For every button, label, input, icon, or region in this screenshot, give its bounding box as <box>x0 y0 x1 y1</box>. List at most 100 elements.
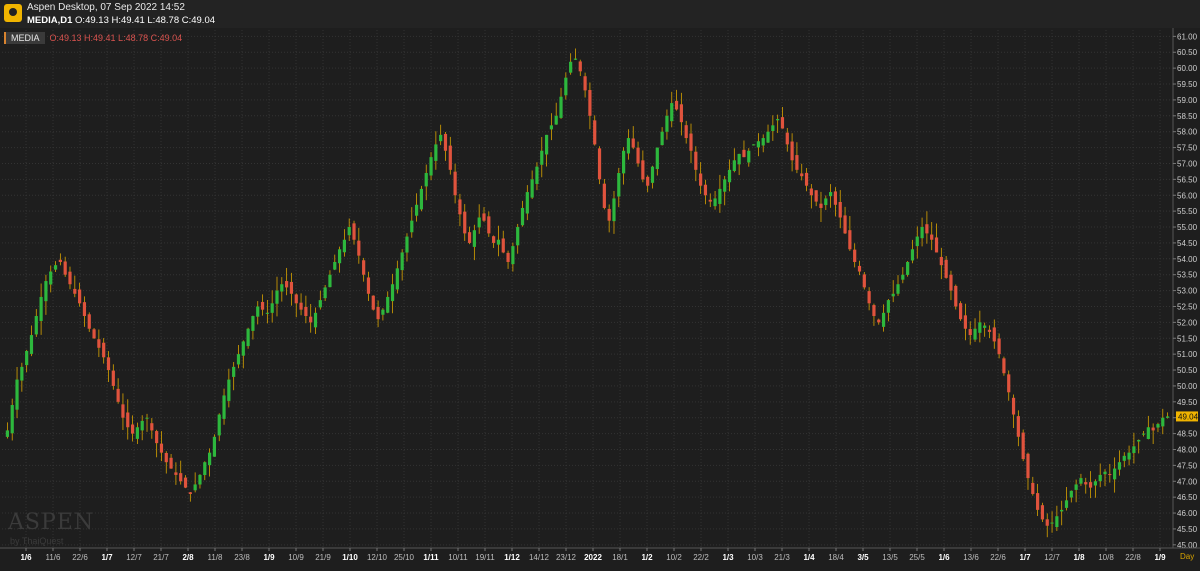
candle-body <box>429 157 433 176</box>
candle-body <box>68 271 72 285</box>
timeframe-label[interactable]: Day <box>1180 552 1194 561</box>
candle-body <box>674 100 679 110</box>
price-tick-label: 50.50 <box>1177 366 1198 375</box>
candle-body <box>97 339 101 348</box>
candle-body <box>660 131 664 146</box>
candle-body <box>703 184 708 196</box>
candle-body <box>968 329 972 336</box>
candle-body <box>983 325 987 328</box>
candle-body <box>366 277 371 294</box>
candle-body <box>463 211 467 234</box>
time-axis[interactable]: 1/6 11/6 22/6 1/7 12/7 21/7 2/8 11/8 23/8 1/9 10/9… <box>0 547 1200 562</box>
price-tick-label: 53.50 <box>1177 271 1198 280</box>
candle-body <box>949 274 953 291</box>
candle-body <box>987 329 992 332</box>
time-tick-label: 1/9 <box>263 553 275 562</box>
time-tick-label: 10/8 <box>1098 553 1114 562</box>
candle-body <box>236 354 241 365</box>
candle-body <box>188 492 192 494</box>
symbol-label: MEDIA,D1 <box>27 15 73 26</box>
candle-body <box>410 220 414 233</box>
candle-body <box>549 125 553 130</box>
candle-body <box>776 118 780 121</box>
candle-body <box>958 303 963 320</box>
candle-body <box>415 204 419 216</box>
candle-body <box>106 357 111 371</box>
price-tick-label: 56.50 <box>1177 175 1198 184</box>
candle-body <box>164 453 168 463</box>
candle-body <box>780 117 785 129</box>
legend-symbol[interactable]: MEDIA <box>4 32 45 44</box>
candle-body <box>313 312 318 328</box>
window-title: Aspen Desktop, 07 Sep 2022 14:52 <box>27 2 185 13</box>
candle-body <box>227 379 231 401</box>
candle-body <box>49 271 53 285</box>
candle-body <box>496 239 501 245</box>
candle-body <box>472 230 476 247</box>
candle-body <box>506 252 510 262</box>
candle-body <box>246 328 250 347</box>
candle-body <box>626 138 631 154</box>
candle-body <box>217 414 221 436</box>
candle-body <box>39 296 43 322</box>
candles <box>5 48 1170 538</box>
candle-body <box>20 366 24 381</box>
candle-body <box>1156 424 1160 428</box>
candle-body <box>520 207 525 226</box>
candle-body <box>15 379 19 410</box>
candlestick-chart[interactable]: 61.00 60.50 60.00 59.50 59.00 58.50 58.00 57.50… <box>0 28 1200 566</box>
candle-body <box>309 316 313 323</box>
symbol-ohlc-line: MEDIA,D1 O:49.13 H:49.41 L:48.78 C:49.04 <box>27 15 215 26</box>
candle-body <box>1007 374 1011 393</box>
candle-body <box>304 306 308 317</box>
time-tick-label: 10/11 <box>448 553 468 562</box>
candle-body <box>270 303 274 313</box>
candle-body <box>1055 516 1059 528</box>
legend-ohlc: O:49.13 H:49.41 L:48.78 C:49.04 <box>49 33 183 43</box>
candle-body <box>289 281 294 294</box>
candle-body <box>193 484 197 491</box>
candle-body <box>5 430 10 437</box>
candle-body <box>390 284 395 302</box>
candle-body <box>116 388 120 402</box>
candle-body <box>1103 471 1107 475</box>
candle-body <box>1079 478 1083 484</box>
time-tick-label: 18/4 <box>828 553 844 562</box>
aspen-logo-icon <box>4 4 22 22</box>
candle-body <box>622 150 626 174</box>
price-axis[interactable]: 61.00 60.50 60.00 59.50 59.00 58.50 58.00 57.50… <box>1172 28 1198 550</box>
candle-body <box>617 173 621 197</box>
candle-body <box>1088 482 1093 488</box>
time-tick-label: 23/8 <box>234 553 250 562</box>
time-tick-label: 10/2 <box>666 553 682 562</box>
time-tick-label: 25/5 <box>909 553 925 562</box>
candle-body <box>323 287 327 299</box>
candle-body <box>337 249 342 264</box>
candle-body <box>275 290 279 304</box>
candle-body <box>419 188 424 210</box>
candle-body <box>636 147 640 164</box>
candle-body <box>906 261 910 275</box>
candle-body <box>1026 453 1030 479</box>
candle-body <box>376 306 380 320</box>
candle-body <box>25 350 29 366</box>
candle-body <box>448 145 452 170</box>
time-tick-label: 11/8 <box>208 553 224 562</box>
candle-body <box>87 314 91 329</box>
chart-area[interactable]: 61.00 60.50 60.00 59.50 59.00 58.50 58.00 57.50… <box>0 28 1200 566</box>
price-tick-label: 57.00 <box>1177 159 1198 168</box>
candle-body <box>751 144 756 146</box>
price-tick-label: 53.00 <box>1177 287 1198 296</box>
candle-body <box>631 138 635 148</box>
current-price-tag: 49.04 <box>1176 411 1199 422</box>
candle-body <box>588 90 592 116</box>
candle-body <box>838 202 842 218</box>
time-tick-label: 21/7 <box>153 553 169 562</box>
time-tick-label: 21/9 <box>315 553 331 562</box>
candle-body <box>867 291 871 304</box>
candle-body <box>891 293 895 297</box>
candle-body <box>458 199 462 215</box>
candle-body <box>920 227 924 239</box>
candle-body <box>800 173 804 177</box>
candle-body <box>896 284 900 294</box>
